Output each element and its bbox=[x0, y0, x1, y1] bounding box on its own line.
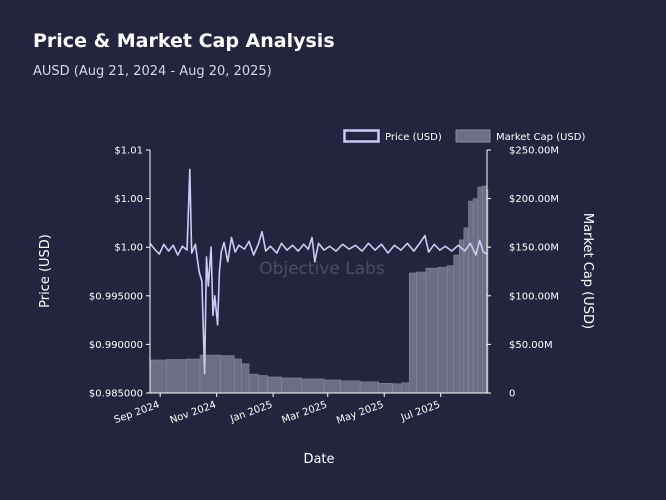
market-cap-bar bbox=[301, 378, 325, 394]
y-right-tick-label: $200.00M bbox=[509, 194, 559, 205]
x-tick-label: Nov 2024 bbox=[169, 399, 218, 426]
legend-market-cap-swatch bbox=[455, 129, 491, 143]
y-left-tick-label: $0.995000 bbox=[89, 291, 143, 302]
legend-price-label: Price (USD) bbox=[385, 132, 442, 143]
legend-market-cap-label: Market Cap (USD) bbox=[496, 132, 585, 143]
y-left-tick-label: $0.990000 bbox=[89, 340, 143, 351]
market-cap-bar bbox=[392, 383, 403, 394]
legend-price-swatch bbox=[343, 129, 380, 143]
market-cap-bar bbox=[359, 381, 379, 394]
y-right-tick-label: $150.00M bbox=[509, 243, 559, 254]
y-left-tick-label: $0.985000 bbox=[89, 389, 143, 400]
market-cap-bar bbox=[477, 186, 483, 394]
market-cap-bar bbox=[248, 373, 259, 394]
market-cap-bar bbox=[241, 363, 250, 394]
y-left-tick-label: $1.00 bbox=[114, 194, 143, 205]
market-cap-bar bbox=[281, 377, 303, 394]
price-line bbox=[149, 168, 488, 375]
y-right-tick-label: 0 bbox=[509, 389, 515, 400]
market-cap-bar bbox=[185, 358, 201, 394]
chart-subtitle: AUSD (Aug 21, 2024 - Aug 20, 2025) bbox=[33, 64, 272, 79]
market-cap-bar bbox=[323, 379, 341, 394]
market-cap-bar bbox=[220, 355, 235, 394]
market-cap-bar bbox=[437, 266, 448, 394]
market-cap-bar bbox=[199, 354, 221, 394]
market-cap-bar bbox=[468, 200, 474, 394]
market-cap-bar bbox=[401, 382, 410, 394]
market-cap-bar bbox=[463, 227, 469, 394]
market-cap-bar bbox=[258, 375, 268, 394]
y-right-tick-label: $250.00M bbox=[509, 146, 559, 157]
market-cap-bar bbox=[453, 254, 460, 394]
market-cap-bar bbox=[166, 359, 187, 394]
market-cap-bar bbox=[446, 265, 454, 394]
y-left-tick-label: $1.01 bbox=[114, 146, 143, 157]
price-series bbox=[149, 168, 488, 375]
market-cap-bar bbox=[425, 267, 439, 394]
market-cap-bar bbox=[340, 380, 361, 394]
x-tick-label: May 2025 bbox=[335, 399, 385, 426]
market-cap-bar bbox=[472, 198, 478, 394]
market-cap-bar bbox=[458, 239, 465, 394]
chart-title: Price & Market Cap Analysis bbox=[33, 30, 335, 52]
market-cap-bar bbox=[267, 376, 282, 394]
x-tick-label: Jan 2025 bbox=[228, 399, 274, 425]
market-cap-bar bbox=[234, 358, 242, 394]
y-right-tick-label: $50.00M bbox=[509, 340, 553, 351]
legend: Price (USD) Market Cap (USD) bbox=[343, 129, 585, 143]
watermark: Objective Labs bbox=[259, 259, 385, 279]
market-cap-bar bbox=[378, 383, 393, 394]
y-left-tick-label: $1.00 bbox=[114, 243, 143, 254]
y-axis-left-label: Price (USD) bbox=[38, 234, 53, 308]
market-cap-bar bbox=[416, 271, 427, 394]
market-cap-bars bbox=[149, 185, 489, 394]
x-tick-label: Mar 2025 bbox=[280, 399, 328, 426]
y-right-tick-label: $100.00M bbox=[509, 291, 559, 302]
x-tick-label: Sep 2024 bbox=[113, 399, 161, 426]
x-tick-label: Jul 2025 bbox=[399, 399, 442, 424]
x-axis-label: Date bbox=[303, 452, 334, 467]
market-cap-bar bbox=[149, 359, 167, 394]
y-axis-right-label: Market Cap (USD) bbox=[580, 213, 595, 329]
market-cap-bar bbox=[482, 185, 488, 394]
market-cap-bar bbox=[408, 272, 417, 394]
